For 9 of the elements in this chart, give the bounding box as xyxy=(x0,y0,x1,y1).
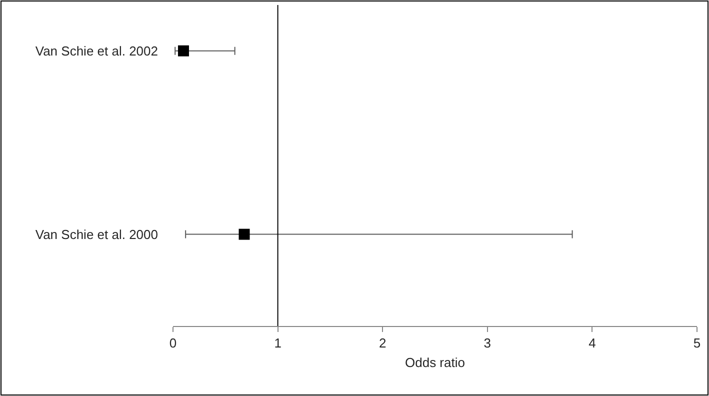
x-tick-label: 3 xyxy=(484,336,492,351)
x-tick-label: 5 xyxy=(693,336,701,351)
x-tick-label: 1 xyxy=(274,336,282,351)
x-tick-label: 4 xyxy=(588,336,596,351)
y-tick-label: Van Schie et al. 2000 xyxy=(35,226,158,242)
x-axis-title: Odds ratio xyxy=(405,355,465,370)
y-tick-label: Van Schie et al. 2002 xyxy=(35,43,158,58)
x-tick-label: 0 xyxy=(169,336,177,351)
x-tick-label: 2 xyxy=(378,336,386,351)
